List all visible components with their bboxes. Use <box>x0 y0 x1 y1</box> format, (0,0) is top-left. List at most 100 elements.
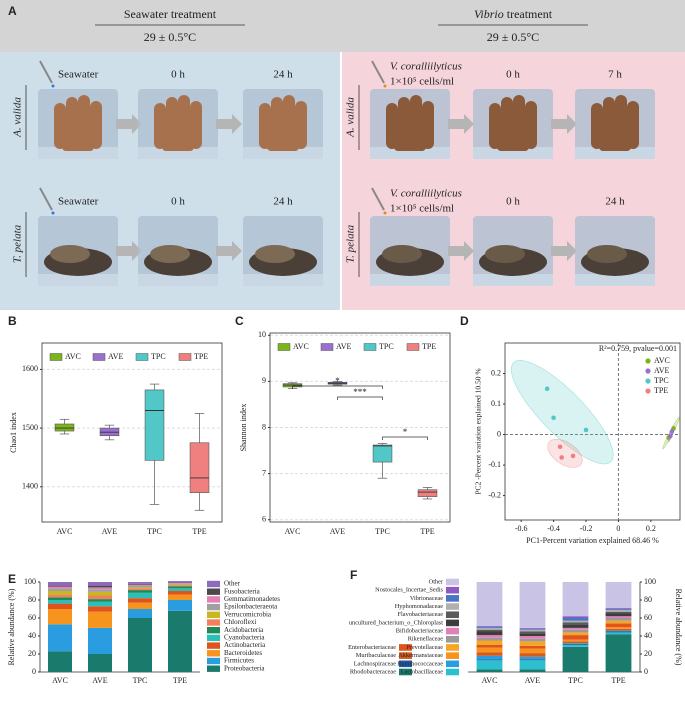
bar-segment <box>88 601 112 607</box>
legend-marker <box>645 378 651 384</box>
legend-swatch <box>446 660 459 668</box>
legend-swatch <box>446 644 459 651</box>
bar-segment <box>519 627 546 629</box>
bar-segment <box>519 669 546 672</box>
pipette <box>39 60 53 84</box>
legend-label: AVE <box>654 366 670 375</box>
coral-branch <box>283 95 295 149</box>
legend-swatch <box>49 353 63 361</box>
bar-segment <box>476 652 503 656</box>
cell-sublabel: 1×10⁵ cells/ml <box>390 76 454 88</box>
bar-segment <box>562 624 589 628</box>
legend-label: Verrucomicrobia <box>224 610 272 618</box>
y-tick-label: 10 <box>258 330 266 339</box>
arrow <box>116 114 142 134</box>
confidence-ellipse <box>547 438 583 468</box>
coral-branch <box>386 103 398 149</box>
species-label: T. pelata <box>345 224 357 263</box>
panel-label: F <box>350 568 357 582</box>
tank-base <box>473 274 553 286</box>
legend-swatch <box>207 665 220 672</box>
tank-base <box>138 147 218 159</box>
y-tick-label: 0.2 <box>491 368 501 377</box>
y-tick-label: 40 <box>28 631 36 640</box>
legend-swatch <box>446 611 459 619</box>
legend-label: Rhodobacteraceae <box>350 668 396 675</box>
bar-segment <box>605 627 632 629</box>
treatment-title: Vibrio treatment <box>474 7 553 21</box>
bar-segment <box>476 627 503 630</box>
bar-segment <box>605 608 632 609</box>
legend-swatch <box>207 634 220 642</box>
y-tick-label: 0.1 <box>491 399 501 408</box>
y-tick-label: 80 <box>644 595 652 604</box>
legend-swatch <box>207 619 220 626</box>
bar-segment <box>605 618 632 621</box>
pipette-drop <box>51 211 55 215</box>
cell-label: 0 h <box>171 69 185 81</box>
bar-segment <box>476 629 503 632</box>
legend-swatch <box>446 652 459 659</box>
legend-swatch <box>399 660 412 668</box>
bar-segment <box>48 600 72 604</box>
coral-branch <box>615 95 627 149</box>
x-tick-label: TPE <box>611 676 625 685</box>
x-tick-label: TPC <box>147 527 162 536</box>
coral-base <box>267 139 299 151</box>
legend-label: TPE <box>194 352 208 361</box>
legend-label: TPC <box>379 342 394 351</box>
x-axis-label: PC1-Percent variation explained 68.46 % <box>526 536 659 545</box>
x-tick-label: TPC <box>375 527 390 536</box>
legend-label: AVC <box>293 342 309 351</box>
x-tick-label: 0.2 <box>646 524 656 533</box>
bar-segment <box>562 622 589 625</box>
bar-segment <box>476 640 503 645</box>
x-tick-label: AVC <box>285 527 301 536</box>
point <box>583 427 589 433</box>
panel-label: A <box>8 4 17 18</box>
bar-segment <box>48 585 72 587</box>
bar-segment <box>519 656 546 660</box>
significance-bracket <box>292 385 383 389</box>
tank-base <box>38 147 118 159</box>
cell-label: V. coralliilyticus <box>390 61 462 73</box>
legend-label: AVC <box>65 352 81 361</box>
bar-segment <box>605 630 632 632</box>
legend-label: Bifidobacteriaceae <box>396 628 443 635</box>
panel-label: E <box>8 572 16 586</box>
bar-segment <box>168 581 192 583</box>
bar-segment <box>519 628 546 630</box>
bar-segment <box>168 585 192 587</box>
bar-segment <box>519 633 546 636</box>
arrow <box>448 114 474 134</box>
x-tick-label: AVC <box>52 676 68 685</box>
legend-label: Other <box>429 578 444 585</box>
bar-segment <box>128 618 152 672</box>
legend-label: Akkermansiaceae <box>398 652 443 659</box>
point <box>570 453 576 459</box>
legend-label: Lachnospiraceae <box>354 660 397 667</box>
bar-segment <box>519 636 546 639</box>
bar-segment <box>519 659 546 661</box>
bar-segment <box>562 582 589 617</box>
y-tick-label: 6 <box>262 515 266 524</box>
bar-segment <box>605 582 632 609</box>
x-tick-label: AVE <box>525 676 541 685</box>
title-rest: treatment <box>504 7 553 21</box>
legend-label: Firmicutes <box>224 657 254 665</box>
bar-segment <box>128 587 152 589</box>
bar-segment <box>605 613 632 617</box>
bar-segment <box>476 631 503 636</box>
legend-label: Enterobacteriaceae <box>348 644 396 651</box>
legend-label: Fusobacteria <box>224 587 261 595</box>
tank-base <box>575 147 655 159</box>
bar-segment <box>605 623 632 627</box>
coral-branch <box>166 97 178 149</box>
coral <box>50 245 90 263</box>
coral-base <box>497 139 529 151</box>
coral-base <box>599 139 631 151</box>
coral-branch <box>627 101 639 149</box>
confidence-ellipse <box>510 360 614 465</box>
legend-swatch <box>92 353 106 361</box>
coral-base <box>394 139 426 151</box>
